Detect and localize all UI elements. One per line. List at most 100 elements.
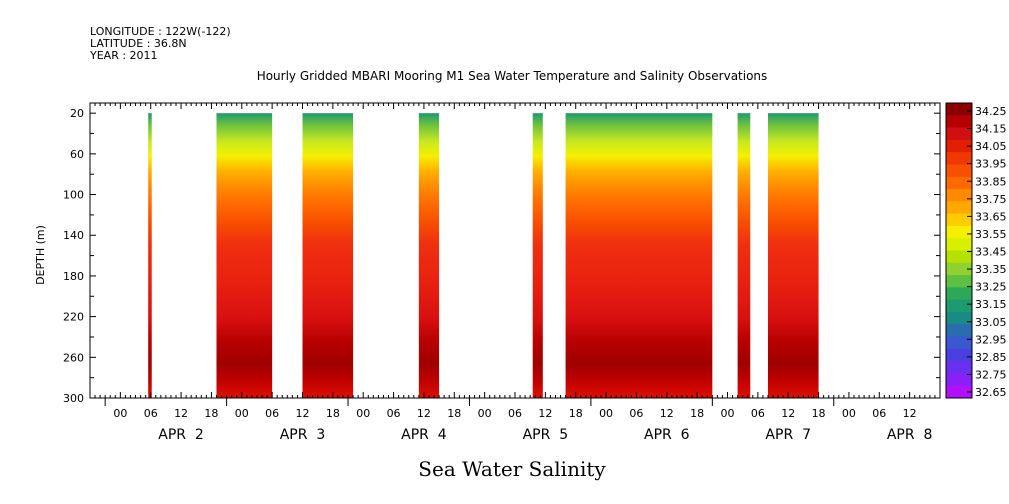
x-tick-label: 18 (326, 407, 340, 420)
y-tick-label: 220 (63, 311, 84, 324)
x-tick-label: 12 (903, 407, 917, 420)
y-tick-label: 20 (70, 107, 84, 120)
x-tick-label: 06 (872, 407, 886, 420)
colorbar-swatch (946, 164, 972, 178)
y-tick-label: 260 (63, 351, 84, 364)
colorbar-swatch (946, 336, 972, 350)
day-label: APR 5 (523, 427, 569, 443)
colorbar-swatch (946, 115, 972, 129)
colorbar-label: 32.85 (975, 351, 1007, 364)
y-tick-label: 60 (70, 148, 84, 161)
y-tick-label: 140 (63, 229, 84, 242)
colorbar-frame (945, 102, 973, 399)
x-tick-label: 06 (629, 407, 643, 420)
day-label: APR 6 (644, 427, 690, 443)
x-tick-label: 18 (204, 407, 218, 420)
x-tick-label: 18 (812, 407, 826, 420)
colorbar-swatch (946, 348, 972, 362)
data-segment-2 (216, 113, 273, 398)
data-segment-8 (767, 113, 819, 398)
colorbar-swatch (946, 275, 972, 288)
colorbar-swatch (946, 385, 972, 399)
colorbar-label: 33.05 (975, 316, 1007, 329)
colorbar-swatch (946, 324, 972, 338)
x-tick-label: 00 (356, 407, 370, 420)
colorbar-label: 33.35 (975, 263, 1007, 276)
colorbar-label: 33.65 (975, 210, 1007, 223)
day-label: APR 4 (401, 427, 447, 443)
variable-label: Sea Water Salinity (418, 457, 606, 481)
colorbar-swatch (946, 250, 972, 264)
colorbar-swatch (946, 176, 972, 190)
colorbar-swatch (946, 299, 972, 313)
longitude-label: LONGITUDE : 122W(-122) (90, 25, 231, 38)
day-label: APR 7 (765, 427, 811, 443)
salinity-heatmap (148, 113, 819, 398)
colorbar-swatch (946, 201, 972, 215)
colorbar-label: 32.75 (975, 368, 1007, 381)
colorbar-swatch (946, 189, 972, 202)
colorbar: 34.25 34.15 34.05 33.95 33.85 33.75 33.65 33.55… (945, 102, 1007, 399)
data-segment-1 (148, 113, 152, 398)
x-tick-label: 00 (721, 407, 735, 420)
colorbar-label: 33.85 (975, 175, 1007, 188)
colorbar-label: 33.55 (975, 228, 1007, 241)
y-tick-label: 180 (63, 270, 84, 283)
colorbar-swatch (946, 373, 972, 387)
x-tick-label: 18 (690, 407, 704, 420)
x-tick-label: 00 (842, 407, 856, 420)
x-tick-label: 06 (144, 407, 158, 420)
colorbar-swatch (946, 225, 972, 239)
colorbar-label: 33.25 (975, 281, 1007, 294)
x-tick-label: 18 (569, 407, 583, 420)
data-segment-3 (302, 113, 354, 398)
data-segment-6 (565, 113, 713, 398)
x-tick-label: 06 (751, 407, 765, 420)
day-label: APR 2 (158, 427, 204, 443)
x-tick-label: 12 (174, 407, 188, 420)
latitude-label: LATITUDE : 36.8N (90, 37, 187, 50)
colorbar-swatch (946, 139, 972, 153)
x-tick-label: 00 (478, 407, 492, 420)
x-tick-label: 18 (447, 407, 461, 420)
x-tick-label: 00 (235, 407, 249, 420)
colorbar-label: 32.95 (975, 333, 1007, 346)
x-tick-label: 06 (508, 407, 522, 420)
data-segment-5 (532, 113, 543, 398)
year-label: YEAR : 2011 (89, 49, 158, 62)
colorbar-swatch (946, 361, 972, 374)
colorbar-swatch (946, 287, 972, 301)
data-segment-4 (418, 113, 440, 398)
colorbar-swatch (946, 213, 972, 227)
colorbar-swatch (946, 127, 972, 141)
colorbar-label: 33.45 (975, 246, 1007, 259)
x-tick-label: 12 (417, 407, 431, 420)
y-tick-label: 100 (63, 189, 84, 202)
colorbar-label: 34.15 (975, 123, 1007, 136)
plot-axes: 00 06 12 18 00 06 12 18 00 06 12 18 00 06 12 18 00 06 12 18… (63, 102, 941, 443)
x-tick-label: 12 (296, 407, 310, 420)
day-label: APR 8 (887, 427, 933, 443)
colorbar-label: 32.65 (975, 386, 1007, 399)
x-tick-label: 12 (781, 407, 795, 420)
colorbar-label: 33.15 (975, 298, 1007, 311)
colorbar-label: 33.95 (975, 158, 1007, 171)
y-tick-label: 300 (63, 392, 84, 405)
y-axis-label: DEPTH (m) (34, 225, 47, 285)
colorbar-swatch (946, 238, 972, 251)
x-tick-label: 00 (113, 407, 127, 420)
colorbar-label: 33.75 (975, 193, 1007, 206)
colorbar-swatch (946, 311, 972, 325)
x-tick-label: 06 (387, 407, 401, 420)
colorbar-swatch (946, 262, 972, 276)
x-tick-label: 12 (538, 407, 552, 420)
chart-title: Hourly Gridded MBARI Mooring M1 Sea Wate… (257, 69, 768, 83)
x-tick-label: 12 (660, 407, 674, 420)
x-tick-label: 00 (599, 407, 613, 420)
colorbar-swatch (946, 103, 972, 116)
colorbar-label: 34.05 (975, 140, 1007, 153)
colorbar-swatch (946, 152, 972, 165)
data-segment-7 (737, 113, 751, 398)
day-label: APR 3 (280, 427, 326, 443)
colorbar-label: 34.25 (975, 105, 1007, 118)
